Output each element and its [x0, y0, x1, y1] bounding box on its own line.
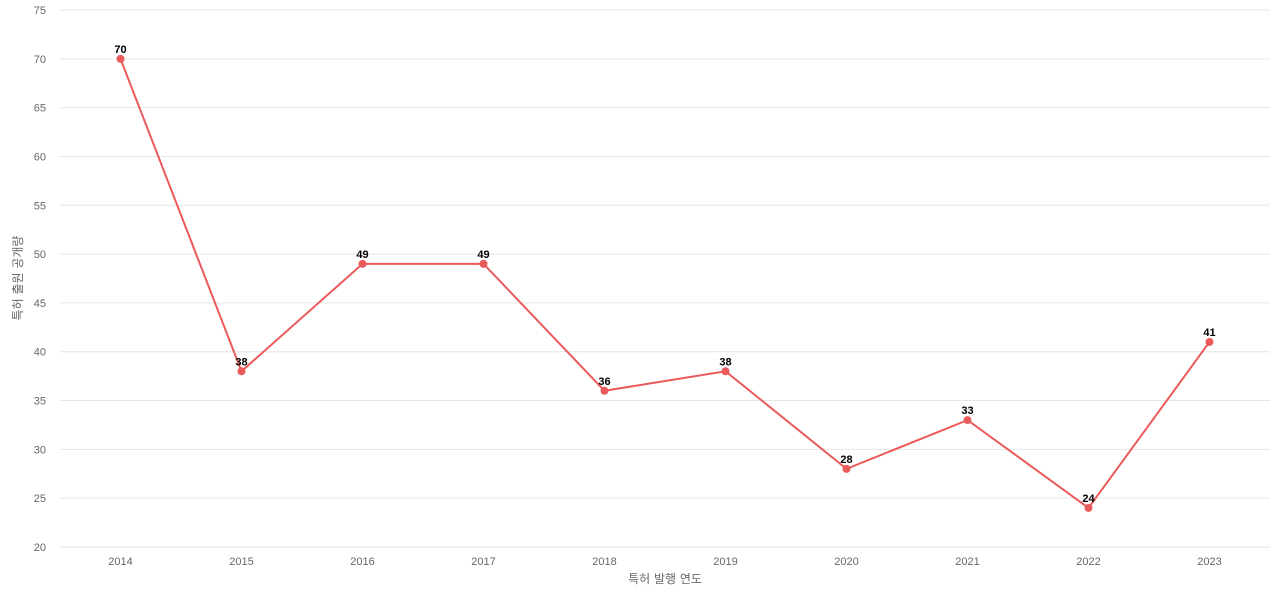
x-axis-title: 특허 발행 연도 — [628, 571, 702, 586]
y-axis-title: 특허 출원 공개량 — [11, 236, 25, 321]
data-label-2021: 33 — [961, 405, 973, 417]
data-label-2019: 38 — [719, 356, 731, 368]
data-label-2022: 24 — [1082, 493, 1095, 505]
data-label-2014: 70 — [114, 44, 126, 56]
x-tick-2018: 2018 — [592, 556, 616, 568]
data-label-2023: 41 — [1203, 327, 1215, 339]
y-tick-25: 25 — [34, 493, 46, 505]
x-tick-2017: 2017 — [471, 556, 495, 568]
y-tick-70: 70 — [34, 54, 46, 66]
y-tick-50: 50 — [34, 249, 46, 261]
series-line — [119, 58, 1211, 510]
y-tick-35: 35 — [34, 396, 46, 408]
data-points — [116, 54, 1214, 512]
x-tick-2023: 2023 — [1197, 556, 1221, 568]
data-point-2020 — [842, 464, 851, 473]
x-tick-2015: 2015 — [229, 556, 253, 568]
data-point-2023 — [1205, 337, 1214, 346]
data-point-2014 — [116, 54, 125, 63]
data-label-2018: 36 — [598, 376, 610, 388]
data-label-2016: 49 — [356, 249, 368, 261]
y-tick-40: 40 — [34, 347, 46, 359]
data-label-2020: 28 — [840, 454, 852, 466]
y-tick-30: 30 — [34, 444, 46, 456]
x-axis-ticks: 2014 2015 2016 2017 2018 2019 2020 2021 2022 2023 — [108, 556, 1221, 568]
data-point-2017 — [479, 259, 488, 268]
y-gridlines — [60, 9, 1270, 548]
y-tick-20: 20 — [34, 542, 46, 554]
y-axis-ticks: 20 25 30 35 40 45 50 55 60 65 70 75 — [34, 5, 46, 554]
data-point-2019 — [721, 367, 730, 376]
x-tick-2016: 2016 — [350, 556, 374, 568]
data-label-2015: 38 — [235, 356, 247, 368]
data-point-2015 — [237, 367, 246, 376]
y-tick-45: 45 — [34, 298, 46, 310]
data-labels: 70 38 49 49 36 38 28 33 24 41 — [114, 44, 1215, 505]
y-tick-65: 65 — [34, 103, 46, 115]
data-point-2022 — [1084, 503, 1093, 512]
data-point-2018 — [600, 386, 609, 395]
x-tick-2021: 2021 — [955, 556, 979, 568]
data-point-2016 — [358, 259, 367, 268]
x-tick-2020: 2020 — [834, 556, 858, 568]
data-point-2021 — [963, 416, 972, 425]
y-tick-75: 75 — [34, 5, 46, 17]
x-tick-2019: 2019 — [713, 556, 737, 568]
x-tick-2014: 2014 — [108, 556, 132, 568]
y-tick-60: 60 — [34, 151, 46, 163]
x-tick-2022: 2022 — [1076, 556, 1100, 568]
data-label-2017: 49 — [477, 249, 489, 261]
y-tick-55: 55 — [34, 200, 46, 212]
